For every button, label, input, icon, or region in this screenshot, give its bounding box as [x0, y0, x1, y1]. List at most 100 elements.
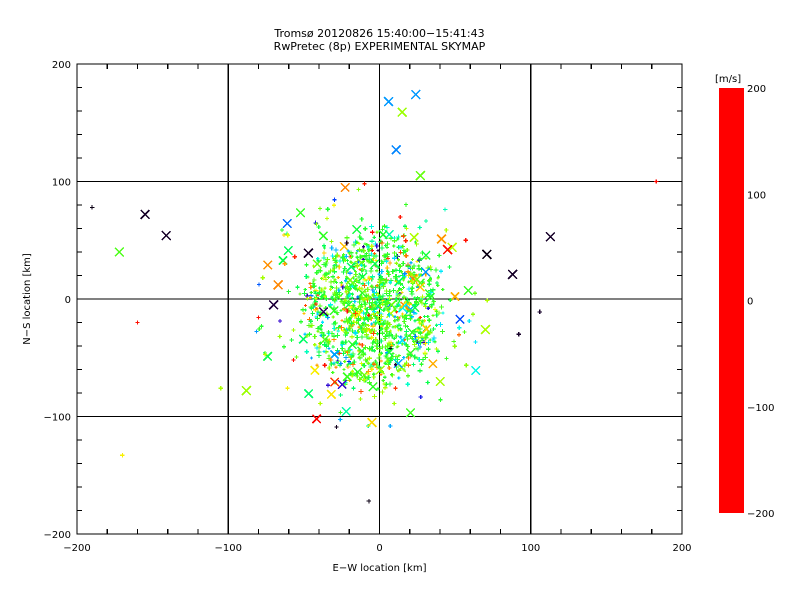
scatter-point [366, 375, 370, 379]
scatter-point [326, 389, 337, 400]
scatter-point [357, 346, 367, 356]
scatter-point [438, 322, 443, 327]
scatter-point [364, 316, 370, 322]
scatter-point [423, 218, 429, 224]
scatter-point [366, 323, 370, 328]
scatter-point [467, 318, 472, 324]
scatter-point [386, 270, 391, 274]
scatter-point [277, 318, 283, 324]
scatter-point [438, 397, 443, 402]
scatter-point [381, 379, 385, 383]
scatter-point [434, 347, 439, 352]
scatter-point [332, 297, 338, 303]
scatter-point [364, 269, 368, 273]
scatter-point [366, 498, 372, 504]
scatter-point [392, 336, 396, 341]
scatter-point [327, 268, 333, 274]
scatter-point [317, 290, 322, 296]
scatter-point [389, 333, 395, 339]
scatter-point [358, 388, 364, 394]
scatter-point [302, 311, 306, 316]
scatter-point [338, 410, 343, 415]
scatter-point [480, 324, 491, 335]
scatter-point [405, 324, 410, 328]
y-tick-label-2: 0 [65, 295, 71, 306]
scatter-point [417, 256, 423, 262]
scatter-point [383, 319, 387, 323]
scatter-point [348, 292, 352, 296]
colorbar-gradient [719, 88, 744, 513]
scatter-point [403, 360, 409, 366]
scatter-point [372, 394, 377, 399]
scatter-point [370, 308, 374, 312]
scatter-point [319, 327, 323, 331]
scatter-point [375, 332, 379, 336]
scatter-point [375, 230, 379, 234]
scatter-point [343, 253, 349, 259]
scatter-point [350, 284, 354, 288]
scatter-point [435, 376, 445, 387]
scatter-point [386, 300, 397, 310]
scatter-point [367, 300, 373, 306]
scatter-point [321, 243, 327, 248]
scatter-point [322, 362, 328, 368]
scatter-point [337, 379, 347, 390]
scatter-point [394, 303, 400, 309]
scatter-point [391, 288, 397, 293]
scatter-point [311, 264, 316, 268]
scatter-point [321, 262, 327, 267]
scatter-point [409, 261, 413, 265]
scatter-point [309, 290, 313, 295]
scatter-point [365, 244, 371, 250]
scatter-point [379, 245, 385, 251]
scatter-point [263, 352, 268, 357]
scatter-point [340, 340, 344, 344]
scatter-point [426, 306, 430, 310]
scatter-point [307, 331, 312, 337]
scatter-point [355, 240, 359, 244]
scatter-point [379, 372, 383, 376]
scatter-point [433, 340, 437, 344]
scatter-point [472, 291, 478, 296]
y-axis-label: N−S location [km] [22, 253, 33, 345]
scatter-point [330, 285, 335, 290]
scatter-point [414, 311, 418, 316]
scatter-point [418, 315, 422, 320]
scatter-point [378, 314, 384, 319]
scatter-point [379, 359, 383, 363]
scatter-point [363, 290, 367, 294]
scatter-point [393, 315, 397, 319]
scatter-point [400, 244, 405, 249]
scatter-point [292, 254, 297, 259]
scatter-point [357, 247, 362, 253]
scatter-point [516, 332, 521, 337]
scatter-point [429, 305, 434, 309]
scatter-point [411, 257, 415, 262]
scatter-point [370, 323, 376, 329]
scatter-point [389, 355, 395, 361]
scatter-point [384, 224, 390, 230]
scatter-point [412, 333, 418, 339]
scatter-point [395, 325, 400, 329]
scatter-point [425, 346, 431, 352]
scatter-point [462, 329, 467, 334]
scatter-point [455, 314, 465, 325]
scatter-point [321, 332, 327, 338]
scatter-point [354, 335, 360, 340]
scatter-point [374, 340, 380, 346]
scatter-point [412, 274, 422, 284]
scatter-point [311, 414, 322, 424]
scatter-point [375, 291, 379, 296]
scatter-point [425, 380, 430, 385]
scatter-point [298, 319, 303, 324]
scatter-point [352, 266, 356, 270]
scatter-point [325, 257, 331, 262]
scatter-point [340, 319, 344, 323]
scatter-point [339, 283, 344, 287]
scatter-point [423, 341, 428, 346]
scatter-point [321, 255, 327, 261]
scatter-point [398, 292, 402, 296]
scatter-point [387, 361, 391, 365]
scatter-point [313, 301, 319, 307]
scatter-point [407, 316, 413, 322]
